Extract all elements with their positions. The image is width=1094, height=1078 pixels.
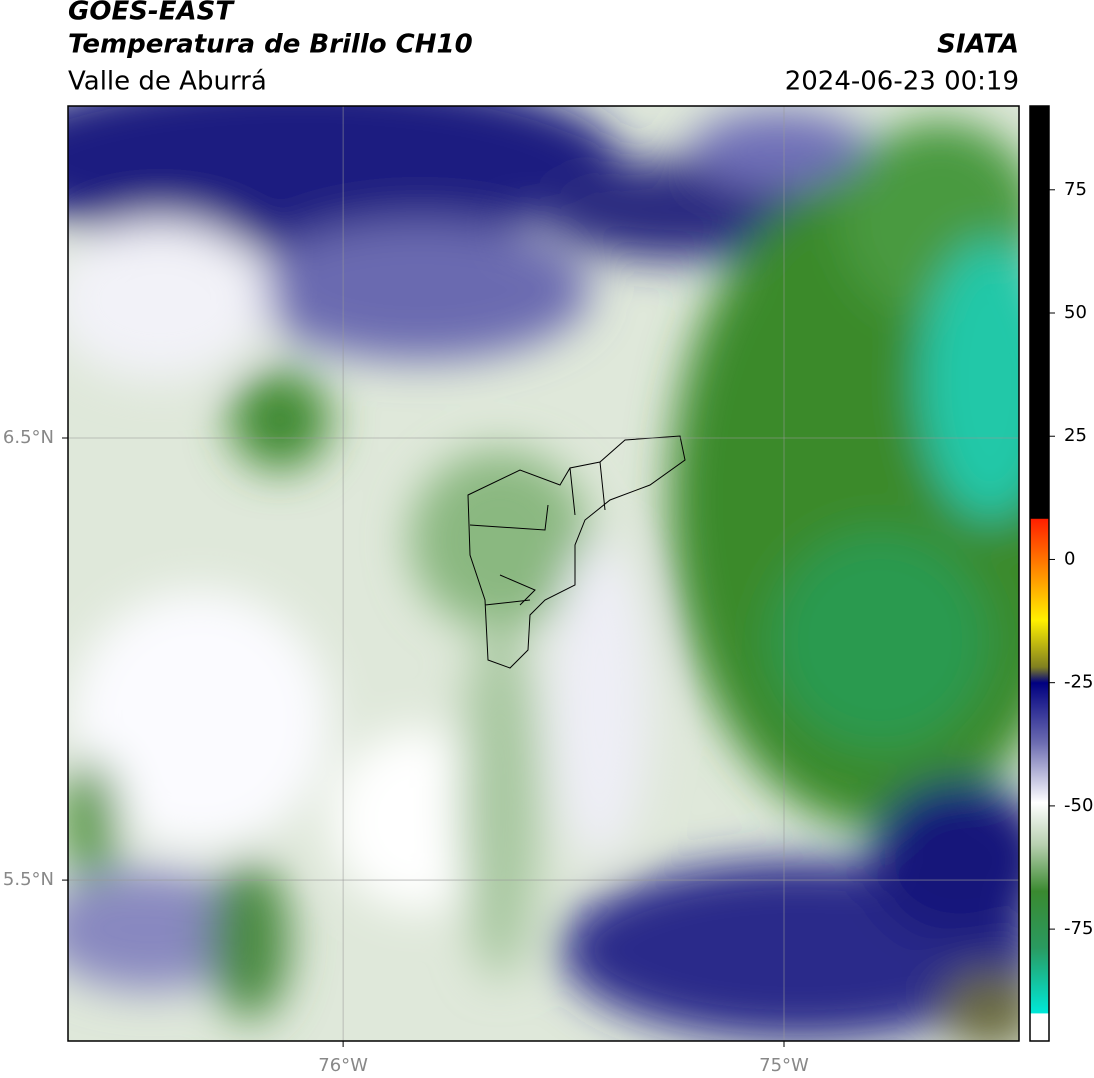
colorbar-tick-label: 50 [1064, 302, 1087, 323]
subtitle: Temperatura de Brillo CH10 [68, 30, 473, 60]
title: GOES-EAST [68, 0, 235, 27]
colorbar-tick-label: -25 [1064, 672, 1093, 693]
colorbar-tick-label: 0 [1064, 548, 1075, 569]
lat-label: 6.5°N [3, 427, 54, 448]
timestamp: 2024-06-23 00:19 [785, 67, 1019, 97]
satellite-image [68, 106, 1019, 1041]
source: SIATA [937, 30, 1019, 60]
colorbar-tick-label: -75 [1064, 918, 1093, 939]
lon-label: 75°W [759, 1055, 809, 1076]
map-frame [67, 105, 1020, 1042]
region: Valle de Aburrá [68, 67, 267, 97]
municipality-borders [467, 435, 686, 669]
colorbar-tick-label: -50 [1064, 795, 1093, 816]
colorbar [1029, 105, 1050, 1042]
lat-label: 5.5°N [3, 869, 54, 890]
colorbar-tick-label: 75 [1064, 179, 1087, 200]
lon-label: 76°W [318, 1055, 368, 1076]
colorbar-tick-label: 25 [1064, 425, 1087, 446]
